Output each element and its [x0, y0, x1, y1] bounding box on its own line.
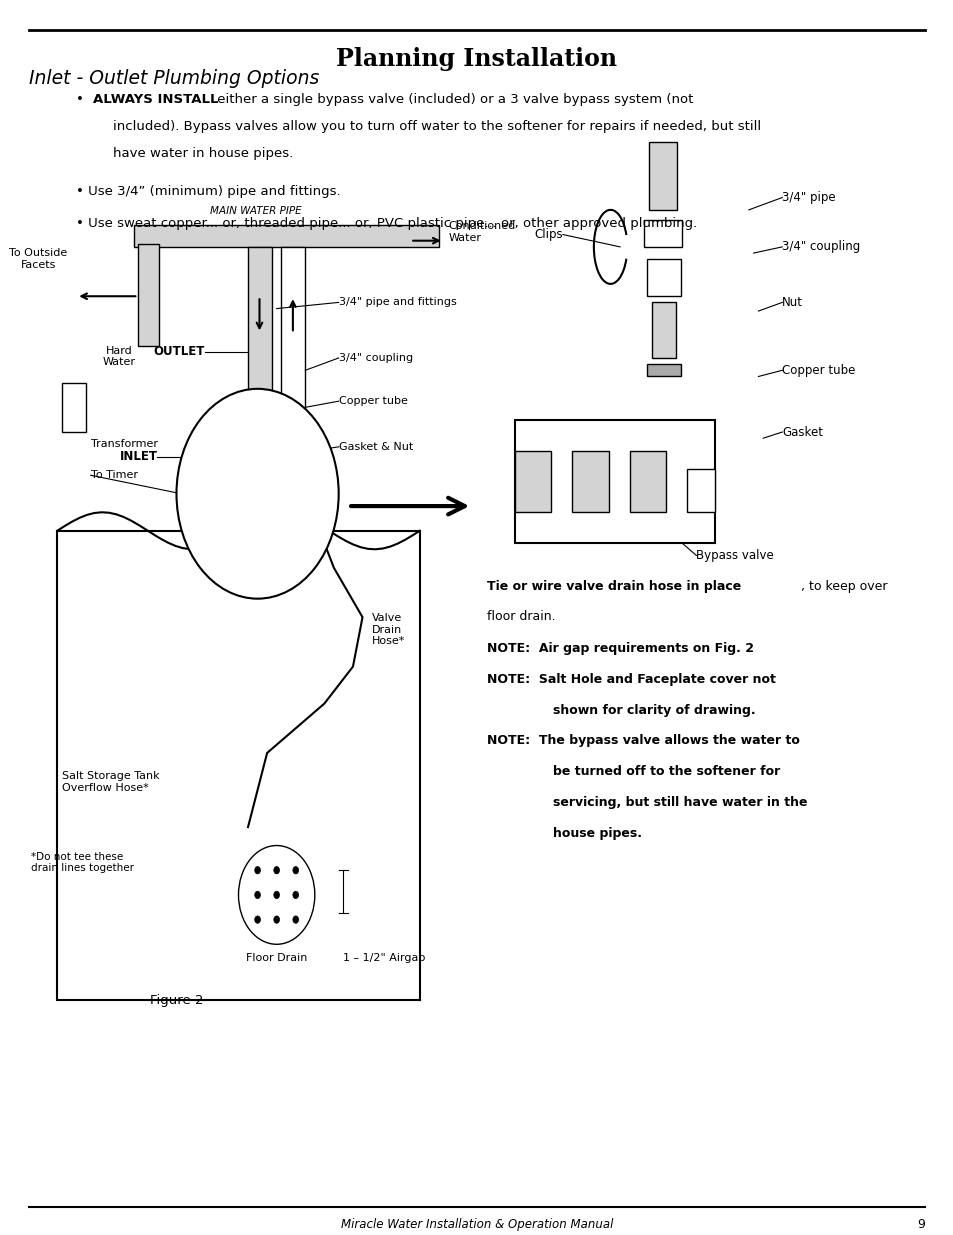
Bar [248, 247, 272, 519]
Text: 3/4" coupling: 3/4" coupling [781, 241, 860, 253]
Bar [62, 383, 86, 432]
Bar [281, 247, 305, 519]
Bar [686, 469, 715, 513]
Bar [57, 531, 419, 1000]
Text: *Do not tee these
drain lines together: *Do not tee these drain lines together [31, 852, 134, 873]
Text: To Timer: To Timer [91, 471, 137, 480]
Text: MAIN WATER PIPE: MAIN WATER PIPE [210, 206, 301, 216]
Text: Hard
Water: Hard Water [103, 346, 135, 367]
Text: Valve
Drain
Hose*: Valve Drain Hose* [372, 613, 405, 646]
Text: Tie or wire valve drain hose in place: Tie or wire valve drain hose in place [486, 580, 740, 593]
Text: Conditioned
Water: Conditioned Water [448, 221, 515, 243]
Circle shape [293, 867, 298, 874]
Text: Gasket: Gasket [781, 426, 822, 438]
Bar [515, 451, 551, 513]
Circle shape [254, 892, 260, 899]
Bar [646, 259, 680, 296]
Bar [138, 245, 159, 346]
Text: house pipes.: house pipes. [553, 827, 641, 840]
Text: shown for clarity of drawing.: shown for clarity of drawing. [553, 704, 755, 716]
Bar [629, 451, 665, 513]
Text: Inlet - Outlet Plumbing Options: Inlet - Outlet Plumbing Options [29, 69, 318, 88]
Circle shape [274, 867, 279, 874]
Circle shape [274, 892, 279, 899]
Text: OUTLET: OUTLET [153, 346, 205, 358]
Circle shape [293, 892, 298, 899]
Text: servicing, but still have water in the: servicing, but still have water in the [553, 797, 807, 809]
Text: floor drain.: floor drain. [486, 610, 555, 622]
Text: Planning Installation: Planning Installation [336, 47, 617, 70]
Bar [648, 142, 677, 210]
Text: Figure 2: Figure 2 [150, 994, 203, 1007]
Circle shape [254, 867, 260, 874]
Circle shape [238, 846, 314, 945]
Text: ALWAYS INSTALL: ALWAYS INSTALL [93, 93, 219, 105]
Text: have water in house pipes.: have water in house pipes. [112, 147, 293, 159]
Text: Bypass valve: Bypass valve [696, 550, 773, 562]
Text: Floor Drain: Floor Drain [246, 953, 307, 963]
Text: Gasket & Nut: Gasket & Nut [338, 442, 413, 452]
Circle shape [254, 916, 260, 924]
Text: included). Bypass valves allow you to turn off water to the softener for repairs: included). Bypass valves allow you to tu… [112, 120, 760, 132]
Text: Miracle Water Installation & Operation Manual: Miracle Water Installation & Operation M… [340, 1218, 613, 1231]
Bar [643, 220, 681, 247]
Text: Copper tube: Copper tube [781, 364, 855, 377]
Circle shape [293, 916, 298, 924]
Text: 3/4" pipe: 3/4" pipe [781, 191, 835, 204]
Text: Copper tube: Copper tube [338, 396, 407, 406]
Circle shape [176, 389, 338, 599]
Text: Clips: Clips [534, 228, 562, 241]
Text: 3/4" pipe and fittings: 3/4" pipe and fittings [338, 298, 456, 308]
Bar [515, 420, 715, 543]
Text: • Use 3/4” (minimum) pipe and fittings.: • Use 3/4” (minimum) pipe and fittings. [76, 185, 340, 198]
Text: To Outside
Facets: To Outside Facets [9, 248, 68, 270]
Text: NOTE:  Salt Hole and Faceplate cover not: NOTE: Salt Hole and Faceplate cover not [486, 673, 775, 685]
Text: NOTE:  The bypass valve allows the water to: NOTE: The bypass valve allows the water … [486, 735, 799, 747]
Text: INLET: INLET [119, 451, 157, 463]
Text: 9: 9 [917, 1218, 924, 1231]
Text: •: • [76, 93, 89, 105]
Text: Salt Storage Tank
Overflow Hose*: Salt Storage Tank Overflow Hose* [62, 772, 159, 793]
Text: 3/4" coupling: 3/4" coupling [338, 353, 413, 363]
Text: • Use sweat copper... or, threaded pipe... or, PVC plastic pipe... or, other app: • Use sweat copper... or, threaded pipe.… [76, 217, 697, 230]
Circle shape [274, 916, 279, 924]
Text: NOTE:  Air gap requirements on Fig. 2: NOTE: Air gap requirements on Fig. 2 [486, 642, 753, 655]
Text: 1 – 1/2" Airgap: 1 – 1/2" Airgap [343, 953, 425, 963]
Bar [572, 451, 608, 513]
Text: , to keep over: , to keep over [801, 580, 887, 593]
Text: either a single bypass valve (included) or a 3 valve bypass system (not: either a single bypass valve (included) … [213, 93, 693, 105]
Bar [133, 225, 438, 247]
Text: Nut: Nut [781, 296, 802, 309]
Text: be turned off to the softener for: be turned off to the softener for [553, 766, 780, 778]
Bar [646, 364, 680, 377]
Bar [651, 303, 676, 358]
Text: Transformer: Transformer [91, 440, 157, 450]
